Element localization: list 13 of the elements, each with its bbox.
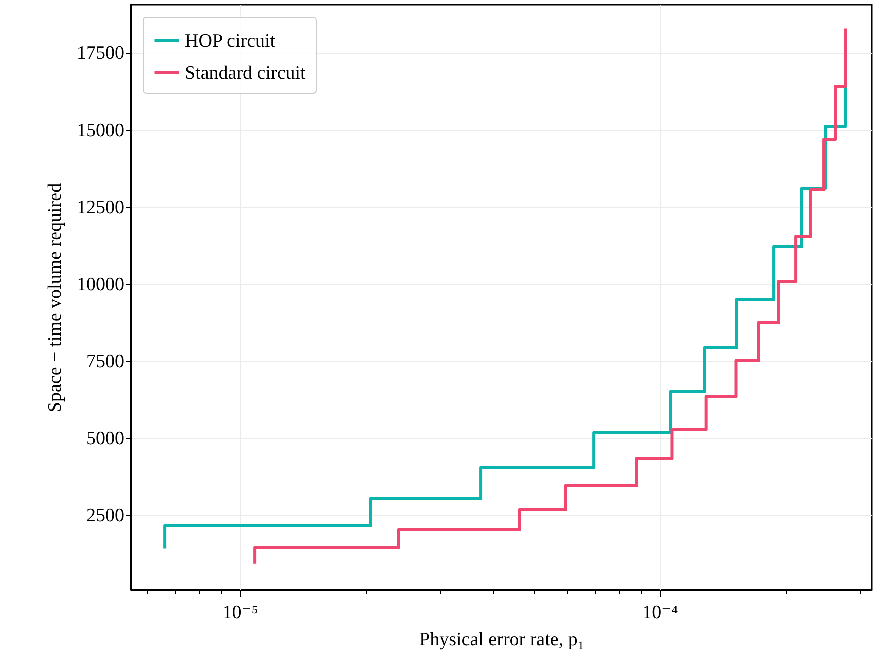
y-tick-label: 7500 — [86, 351, 124, 372]
y-axis-title: Space − time volume required — [45, 182, 66, 413]
x-tick-label: 10⁻⁴ — [642, 602, 679, 624]
legend-label: HOP circuit — [185, 31, 276, 52]
legend-label: Standard circuit — [185, 63, 307, 84]
x-tick-label: 10⁻⁵ — [222, 602, 258, 624]
y-tick-label: 10000 — [77, 274, 124, 296]
y-tick-label: 17500 — [77, 43, 124, 64]
x-axis-title: Physical error rate, p₁ — [420, 630, 584, 650]
y-tick-label: 5000 — [86, 428, 124, 450]
y-tick-label: 15000 — [77, 120, 124, 142]
y-tick-label: 2500 — [86, 505, 124, 526]
y-tick-label: 12500 — [77, 197, 124, 218]
